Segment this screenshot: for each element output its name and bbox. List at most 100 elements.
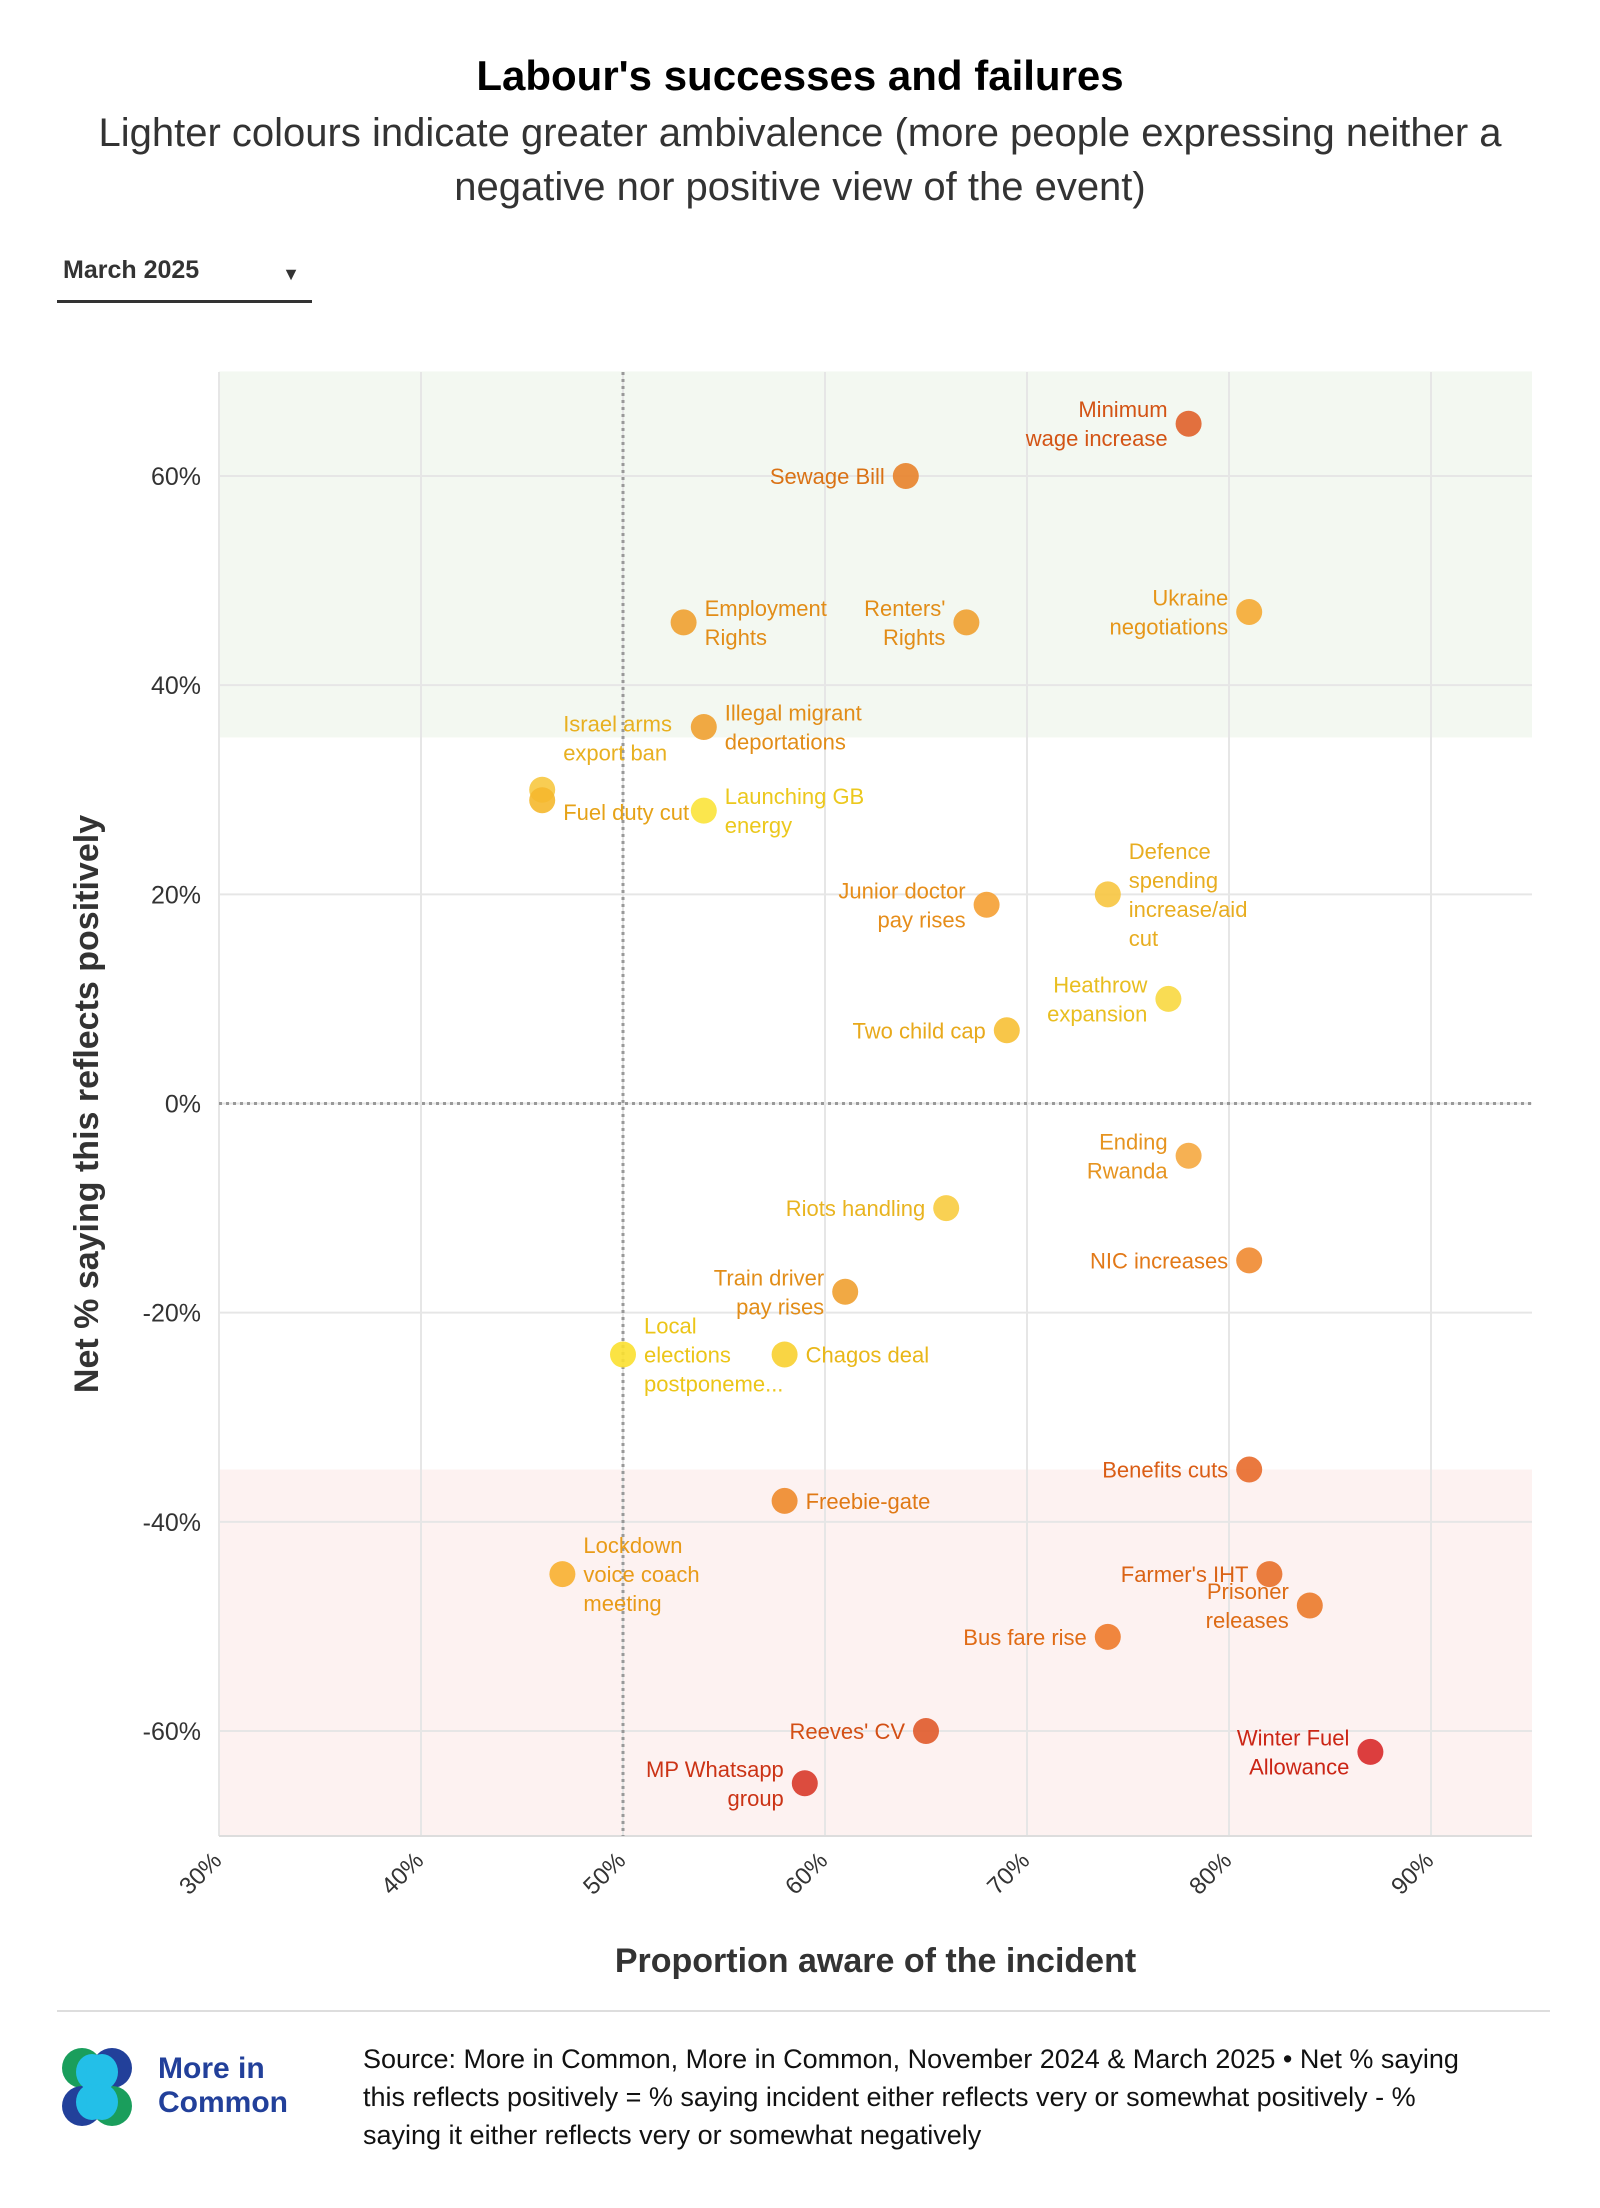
data-point <box>832 1278 859 1305</box>
data-label: Employment Rights <box>705 596 827 650</box>
data-point <box>993 1017 1020 1044</box>
data-point <box>791 1770 818 1797</box>
data-point <box>1296 1592 1323 1619</box>
chart-subtitle: Lighter colours indicate greater ambival… <box>98 111 1502 209</box>
data-label-line: Illegal migrant <box>725 701 862 726</box>
data-label: Train driver pay rises <box>714 1265 824 1319</box>
data-label: Reeves' CV <box>790 1719 906 1744</box>
data-label-line: Riots handling <box>786 1196 925 1221</box>
band-0 <box>219 371 1532 738</box>
data-label-line: spending <box>1129 868 1218 893</box>
data-label: Illegal migrant deportations <box>725 701 862 755</box>
data-point <box>1175 1142 1202 1169</box>
data-point <box>610 1341 636 1368</box>
data-label-line: releases <box>1206 1608 1289 1633</box>
data-point <box>1236 1247 1263 1274</box>
data-label-line: pay rises <box>878 907 966 932</box>
data-label-line: Two child cap <box>853 1018 986 1043</box>
data-point <box>953 609 980 636</box>
x-tick-label: 50% <box>578 1847 631 1900</box>
data-label-line: negotiations <box>1110 614 1229 639</box>
data-point <box>690 797 717 824</box>
data-label: Local elections postponeme... <box>644 1314 783 1397</box>
data-label: Ukraine negotiations <box>1110 585 1229 639</box>
data-label-line: elections <box>644 1343 731 1368</box>
y-axis-label: Net % saying this reflects positively <box>68 815 106 1393</box>
data-label: Freebie-gate <box>806 1489 931 1514</box>
data-label: Ending Rwanda <box>1087 1129 1168 1183</box>
data-label-line: cut <box>1129 926 1158 951</box>
data-label: Fuel duty cut <box>563 800 689 825</box>
data-point <box>529 787 556 814</box>
data-label: MP Whatsapp group <box>646 1757 784 1811</box>
data-label-line: Israel arms <box>563 711 672 736</box>
data-label: Two child cap <box>853 1018 986 1043</box>
data-label-line: Employment <box>705 596 827 621</box>
data-label-line: voice coach <box>583 1562 699 1587</box>
data-point <box>1236 598 1263 625</box>
data-label-line: Heathrow <box>1053 972 1147 997</box>
logo-mark-icon <box>62 2048 132 2126</box>
data-label-line: Winter Fuel <box>1237 1725 1349 1750</box>
data-label-line: Junior doctor <box>838 878 965 903</box>
data-label-line: Renters' <box>864 596 945 621</box>
data-label-line: Benefits cuts <box>1102 1458 1228 1483</box>
source-note: Source: More in Common, More in Common, … <box>363 2044 1459 2150</box>
period-dropdown[interactable]: March 2025 ▼ <box>57 250 312 303</box>
data-point <box>892 463 919 489</box>
scatter-chart: 30% 40% 50% 60% 70% 80% 90% 60% 40% 20% 0% -20% -40%… <box>68 371 1532 1980</box>
data-label: Launching GB energy <box>725 784 864 838</box>
data-label-line: Local <box>644 1314 697 1339</box>
data-label: Junior doctor pay rises <box>838 878 965 932</box>
data-label-line: Rwanda <box>1087 1158 1168 1183</box>
data-label-line: Sewage Bill <box>770 464 885 489</box>
data-point <box>913 1718 939 1744</box>
data-point <box>1256 1561 1283 1588</box>
y-tick-label: 60% <box>151 463 201 491</box>
data-label-line: Allowance <box>1249 1754 1349 1779</box>
x-tick-label: 60% <box>780 1847 833 1900</box>
logo-text: More in Common <box>158 2052 288 2119</box>
data-point <box>549 1561 576 1588</box>
data-label: Benefits cuts <box>1102 1458 1228 1483</box>
data-label-line: Farmer's IHT <box>1121 1562 1249 1587</box>
data-label-line: MP Whatsapp <box>646 1757 784 1782</box>
y-tick-label: 20% <box>151 881 201 909</box>
data-label-line: group <box>728 1786 784 1811</box>
data-point <box>933 1195 960 1222</box>
x-tick-label: 40% <box>376 1847 429 1900</box>
data-label: Riots handling <box>786 1196 925 1221</box>
data-point <box>1094 881 1121 908</box>
data-label-line: meeting <box>583 1591 661 1616</box>
data-label: Winter Fuel Allowance <box>1237 1725 1349 1779</box>
data-label-line: wage increase <box>1025 426 1168 451</box>
data-label: Minimum wage increase <box>1025 397 1168 451</box>
data-label: NIC increases <box>1090 1248 1228 1273</box>
data-label-line: energy <box>725 813 792 838</box>
data-point <box>973 891 1000 918</box>
data-label-line: Minimum <box>1078 397 1167 422</box>
data-label-line: Ukraine <box>1152 585 1228 610</box>
data-label: Lockdown voice coach meeting <box>583 1533 699 1616</box>
data-point <box>771 1341 798 1368</box>
data-label-line: pay rises <box>736 1294 824 1319</box>
data-label-line: Chagos deal <box>806 1343 930 1368</box>
y-tick-label: 0% <box>165 1091 201 1119</box>
data-label-line: Lockdown <box>583 1533 682 1558</box>
data-label-line: Defence <box>1129 839 1211 864</box>
data-label: Farmer's IHT <box>1121 1562 1249 1587</box>
data-label: Israel arms export ban <box>563 711 672 765</box>
band-1 <box>219 1469 1532 1836</box>
x-tick-label: 90% <box>1386 1847 1439 1900</box>
data-point <box>1175 410 1202 437</box>
data-point <box>1094 1623 1121 1650</box>
data-label: Prisoner releases <box>1206 1579 1289 1633</box>
data-label: Renters' Rights <box>864 596 945 650</box>
y-tick-label: -40% <box>143 1509 201 1537</box>
data-point <box>1357 1738 1384 1765</box>
x-tick-label: 80% <box>1184 1847 1237 1900</box>
period-dropdown-value: March 2025 <box>63 256 200 284</box>
data-label-line: increase/aid <box>1129 897 1248 922</box>
x-tick-label: 30% <box>174 1847 227 1900</box>
data-point <box>670 609 697 636</box>
